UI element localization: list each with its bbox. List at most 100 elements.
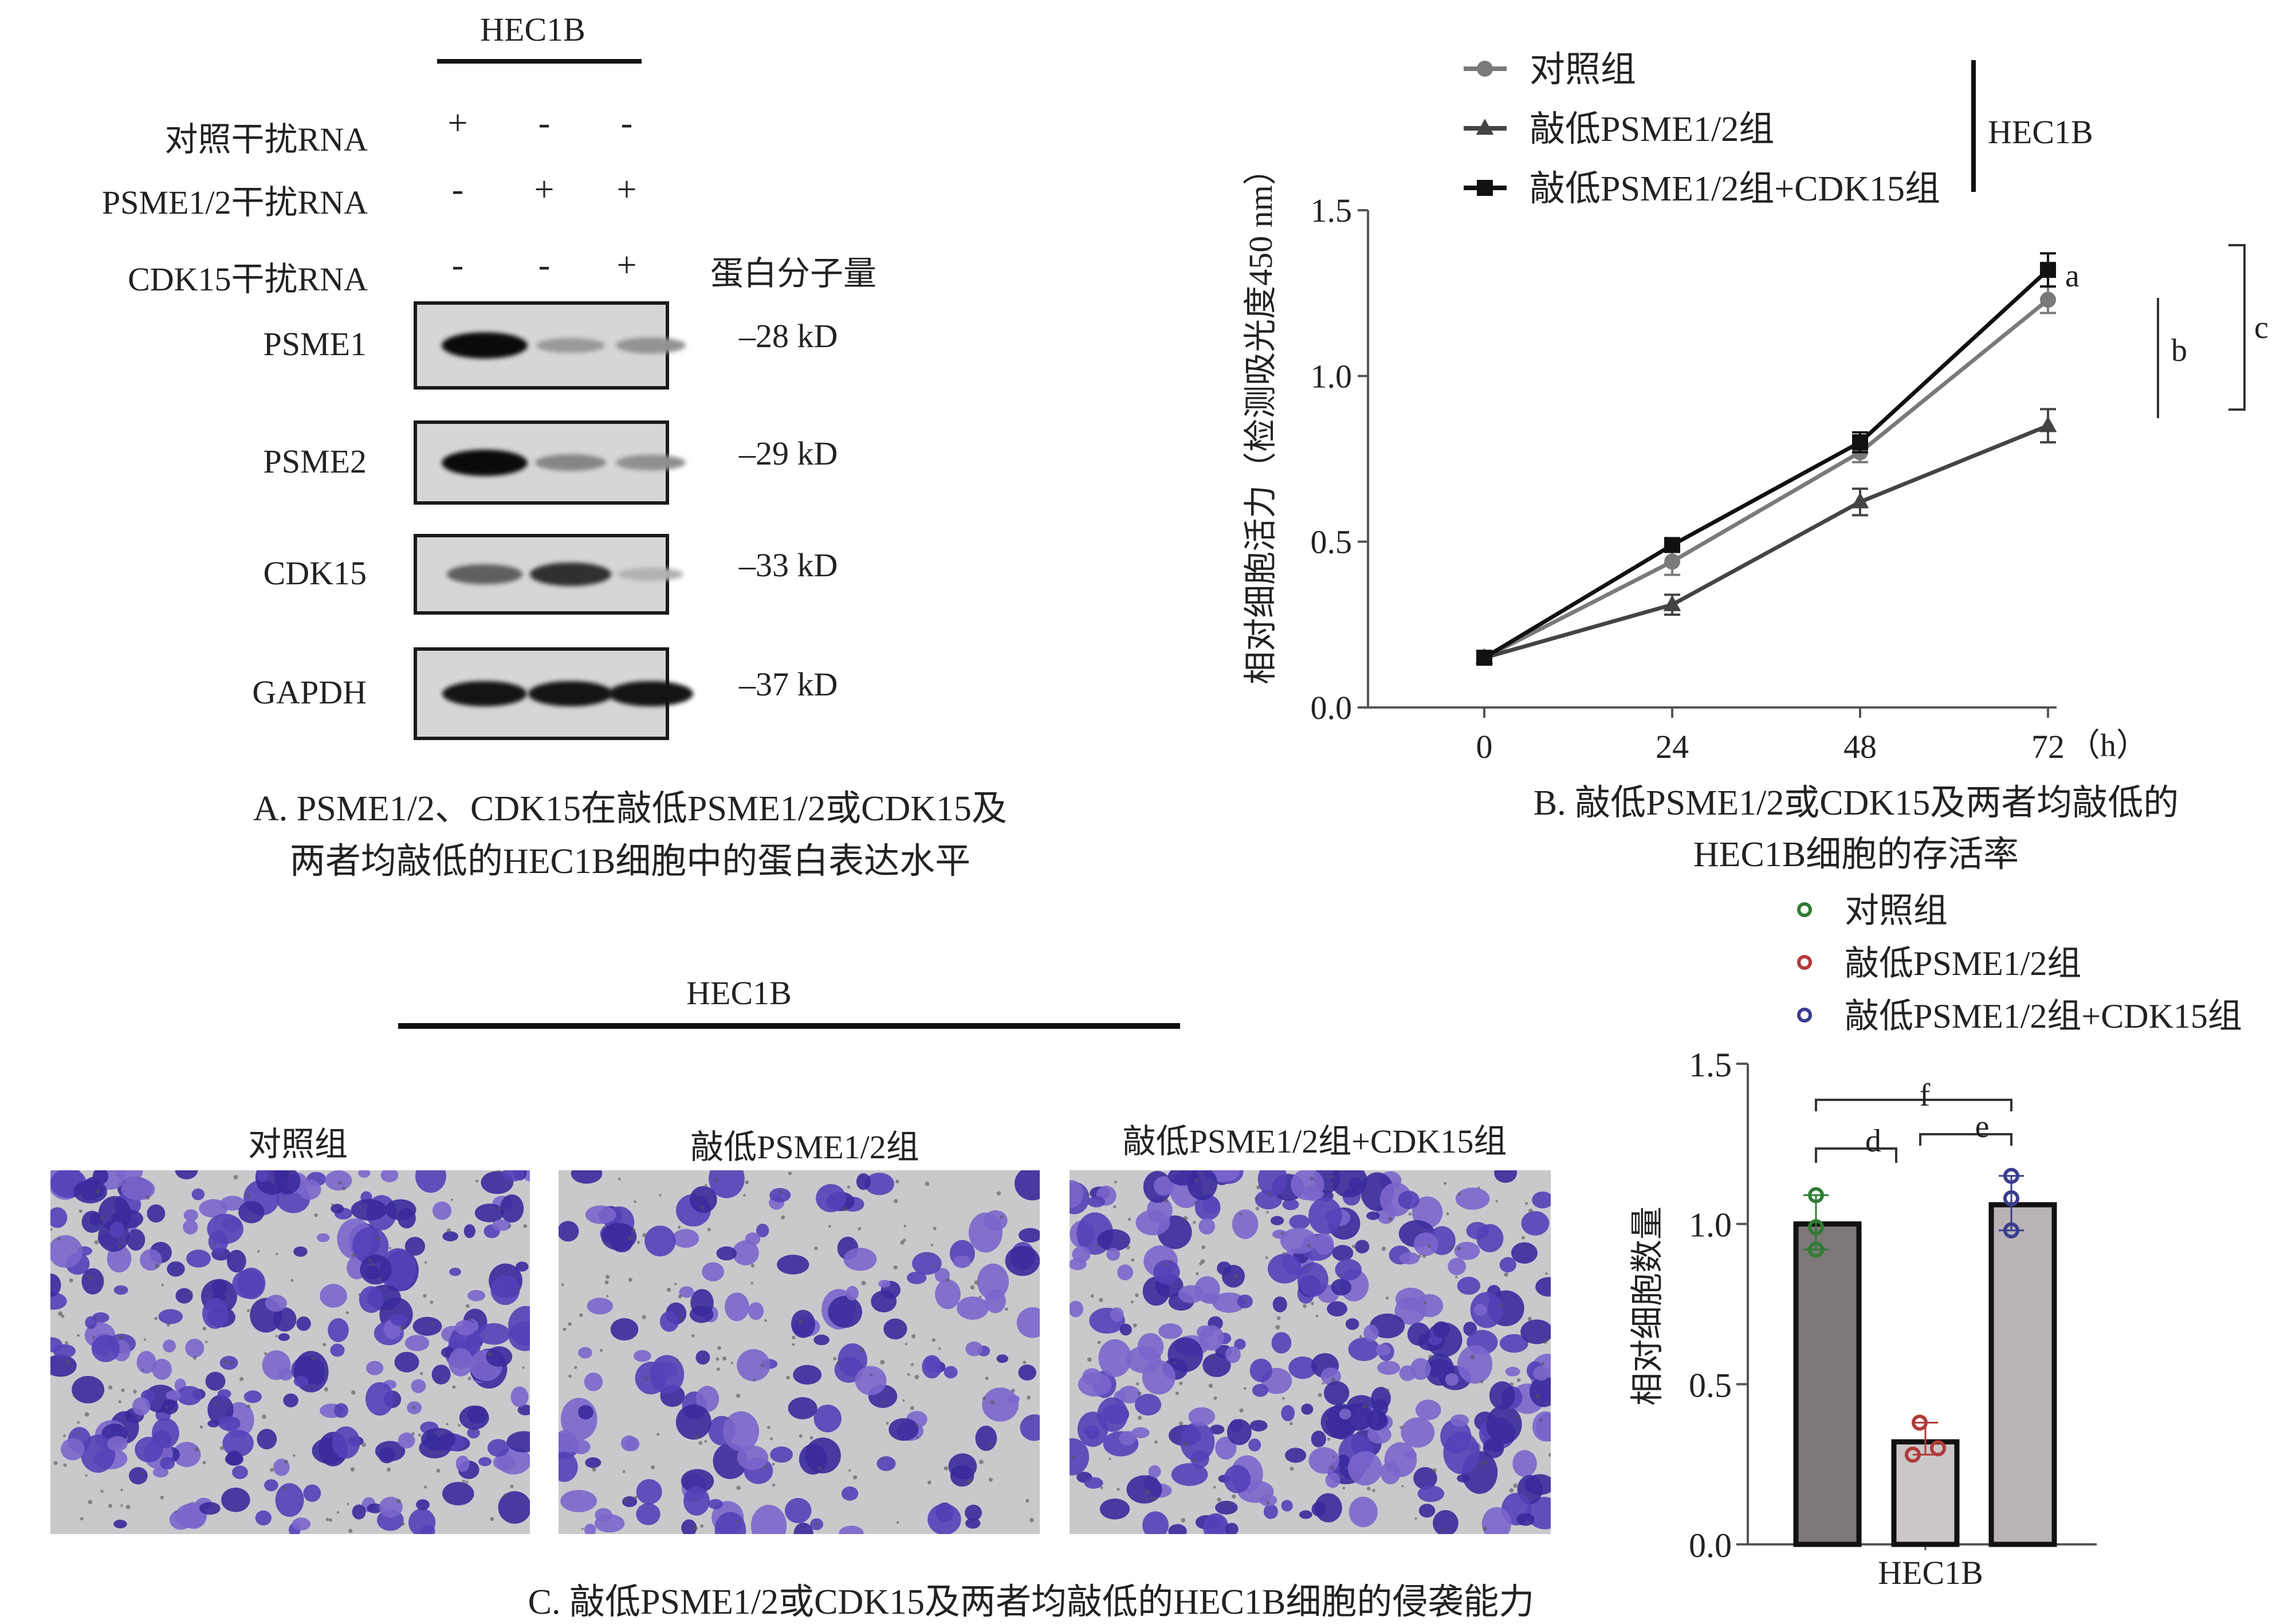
membrane-pore [1315,1315,1319,1318]
membrane-pore [1145,1497,1148,1501]
membrane-pore [325,1517,329,1521]
stained-cell [1455,1187,1490,1210]
series-2 [1476,252,2056,666]
stained-cell [358,1170,371,1178]
membrane-pore [1276,1316,1281,1320]
membrane-pore [88,1500,93,1505]
membrane-pore [376,1236,380,1240]
stained-cell [1180,1422,1215,1462]
stained-cell [1363,1324,1379,1342]
stained-cell [1188,1407,1215,1426]
membrane-pore [1470,1354,1475,1359]
photo-label-psme-cdk15: 敲低PSME1/2组+CDK15组 [1122,1123,1507,1160]
annotation-e: e [1975,1109,1990,1145]
membrane-pore [233,1175,238,1180]
membrane-pore [84,1412,89,1417]
membrane-pore [843,1206,848,1212]
membrane-pore [510,1484,514,1488]
membrane-pore [1146,1489,1150,1494]
stained-cell [107,1436,128,1452]
stained-cell [1349,1496,1378,1527]
stained-cell [636,1503,661,1525]
membrane-pore [1331,1182,1334,1186]
membrane-pore [1521,1236,1525,1240]
stained-cell [351,1199,387,1221]
stained-cell [328,1318,349,1343]
sign: + [534,170,555,209]
blot-band [530,563,611,586]
membrane-pore [1179,1421,1184,1426]
y-tick-label: 0.5 [1689,1366,1732,1404]
membrane-pore [798,1319,803,1324]
membrane-pore [1477,1186,1480,1190]
membrane-pore [970,1285,975,1290]
stained-cell [411,1379,426,1393]
stained-cell [695,1386,720,1412]
stained-cell [644,1225,676,1257]
stained-cell [502,1170,525,1182]
stained-cell [408,1508,436,1534]
membrane-pore [1318,1393,1322,1397]
stained-cell [477,1323,510,1345]
stained-cell [1084,1477,1103,1489]
membrane-pore [700,1205,705,1210]
y-axis-label: 相对细胞数量 [1629,1206,1666,1406]
stained-cell [1299,1510,1312,1519]
membrane-pore [1449,1245,1454,1250]
row-label-psme-sirna: PSME1/2干扰RNA [101,184,368,221]
membrane-pore [133,1389,137,1394]
stained-cell [379,1496,403,1518]
membrane-pore [692,1499,696,1503]
stained-cell [1119,1323,1132,1336]
y-tick-label: 1.0 [1311,357,1353,395]
stained-cell [50,1292,67,1310]
stained-cell [378,1446,395,1464]
membrane-pore [523,1224,528,1228]
membrane-pore [996,1191,1001,1196]
membrane-pore [893,1265,898,1270]
stained-cell [1473,1304,1487,1316]
stained-cell [1433,1321,1450,1338]
membrane-pore [314,1213,318,1217]
stained-cell [107,1245,132,1273]
stained-cell [121,1178,155,1201]
stained-cell [1325,1472,1341,1488]
membrane-pore [411,1432,415,1436]
membrane-pore [882,1458,885,1461]
membrane-pore [847,1185,851,1189]
membrane-pore [750,1281,753,1285]
membrane-pore [716,1367,720,1371]
x-tick-label: 72 [2031,728,2065,765]
membrane-pore [1359,1335,1362,1338]
membrane-pore [199,1425,203,1429]
membrane-pore [215,1506,218,1509]
membrane-pore [675,1358,679,1362]
stained-cell [1520,1319,1551,1344]
membrane-pore [1199,1262,1202,1265]
stained-cell [1281,1500,1293,1512]
stained-cell [785,1498,812,1524]
stained-cell [828,1296,863,1328]
stained-cell [714,1512,746,1534]
stained-cell [459,1405,489,1430]
membrane-pore [261,1414,266,1419]
membrane-pore [62,1434,66,1437]
membrane-pore [161,1457,164,1461]
stained-cell [256,1170,269,1182]
stained-cell [398,1432,415,1449]
stained-cell [478,1457,492,1466]
membrane-pore [161,1283,164,1287]
stained-cell [1198,1218,1216,1235]
membrane-pore [1255,1196,1259,1201]
panel-a-cell-line: HEC1B [480,11,585,48]
stained-cell [813,1405,842,1433]
stained-cell [777,1255,809,1275]
stained-cell [202,1297,229,1329]
membrane-pore [1163,1263,1167,1267]
stained-cell [257,1429,277,1450]
membrane-pore [985,1377,989,1381]
membrane-pore [1385,1296,1389,1300]
sign: + [616,170,637,209]
membrane-pore [1184,1442,1188,1447]
membrane-pore [246,1194,250,1198]
